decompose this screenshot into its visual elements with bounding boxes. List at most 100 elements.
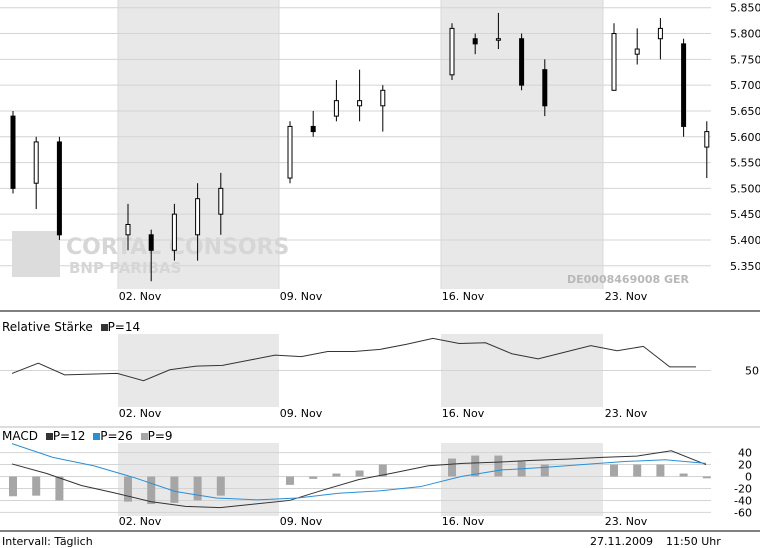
macd-histogram-bar [378,464,387,477]
rsi-tick-label: 50 [745,365,759,378]
week-band-0-0 [118,0,279,289]
price-x-tick-label: 16. Nov [442,290,485,303]
rsi-param: P=14 [107,320,141,334]
price-tick-label: 5.850 [730,2,760,15]
macd-histogram-bar [147,476,156,505]
candle-body [704,131,710,148]
watermark-line2: BNP PARIBAS [69,259,181,277]
candle-body [56,141,62,236]
rsi-x-tick-label: 16. Nov [442,407,485,420]
candle-body [148,234,154,251]
axis-layer: 5.850 5.800 5.750 5.700 5.650 5.600 5.550 5.500… [0,2,760,532]
candle-body [287,125,293,179]
macd-histogram-bar [286,476,294,485]
macd-line-p12 [11,450,707,509]
macd-histogram-bar [55,476,64,501]
candle-body [195,198,201,236]
macd-histogram-bar [494,455,503,477]
candle-body [519,38,525,86]
series-layer [9,12,711,509]
macd-param-3: P=9 [147,429,173,443]
candle-body [125,223,131,236]
candle-body [472,38,478,45]
macd-histogram-bar [355,470,364,477]
week-band-2-1 [441,443,603,516]
candle-body [171,213,177,251]
macd-histogram-bar [610,464,618,477]
macd-histogram-bar [309,476,318,479]
price-tick-label: 5.450 [730,208,760,221]
candle-body [449,27,455,76]
footer-date: 27.11.2009 [590,535,653,548]
footer-interval: Intervall: Täglich [2,535,93,548]
watermark-line1: CORTAL CONSORS [66,235,289,260]
price-tick-label: 5.500 [730,182,760,195]
macd-tick-label: -40 [734,494,752,507]
macd-x-tick-label: 02. Nov [119,515,162,528]
macd-tick-label: -60 [734,506,752,519]
macd-legend-swatch-3 [140,433,148,440]
candle-body [218,187,224,215]
price-tick-label: 5.800 [730,28,760,41]
price-tick-label: 5.750 [730,53,760,66]
macd-histogram-bar [193,476,202,501]
macd-param-2: P=26 [100,429,133,443]
macd-x-tick-label: 09. Nov [280,515,323,528]
macd-tick-label: -20 [734,482,752,495]
candle-body [657,27,663,40]
macd-histogram-bar [471,455,480,477]
price-x-tick-label: 09. Nov [280,290,323,303]
rsi-x-tick-label: 02. Nov [119,407,162,420]
price-tick-label: 5.400 [730,234,760,247]
rsi-x-tick-label: 23. Nov [605,407,648,420]
macd-legend-swatch-1 [45,433,53,440]
rsi-legend-swatch [100,324,108,331]
macd-histogram-bar [448,458,456,477]
candle-body [333,100,339,117]
rsi-label: Relative Stärke [2,320,93,334]
macd-histogram-bar [216,476,225,496]
macd-label: MACD [2,429,38,443]
price-x-tick-label: 02. Nov [119,290,162,303]
candle-body [10,115,16,189]
macd-histogram-bar [702,476,711,479]
macd-histogram-bar [679,473,688,477]
macd-histogram-bar [633,464,642,477]
macd-histogram-bar [332,473,341,477]
macd-histogram-bar [124,476,132,502]
macd-legend-swatch-2 [93,433,101,440]
rsi-line [11,337,696,382]
macd-line-p26 [11,443,707,501]
macd-param-1: P=12 [52,429,86,443]
candle-body [634,48,640,55]
candle-body [357,100,363,107]
macd-title: MACD P=12 P=26 P=9 [2,429,173,443]
candle-body [495,38,501,41]
price-x-tick-label: 23. Nov [605,290,648,303]
candle-body [611,33,617,91]
candle-body [542,69,548,107]
macd-histogram-bar [32,476,41,496]
macd-x-tick-label: 23. Nov [605,515,648,528]
rsi-title: Relative Stärke P=14 [2,320,140,334]
macd-histogram-bar [656,464,665,477]
macd-tick-label: 0 [745,471,752,484]
macd-tick-label: 40 [738,447,752,460]
candle-body [310,125,316,133]
price-tick-label: 5.350 [730,260,760,273]
price-tick-label: 5.650 [730,105,760,118]
footer-time: 11:50 Uhr [666,535,721,548]
watermark: CORTAL CONSORS BNP PARIBAS [12,231,289,277]
price-tick-label: 5.550 [730,157,760,170]
macd-histogram-bar [540,464,549,477]
watermark-logo-box [12,231,60,277]
isin-label: DE0008469008 GER [567,273,690,286]
rsi-x-tick-label: 09. Nov [280,407,323,420]
candle-body [380,89,386,107]
macd-tick-label: 20 [738,459,752,472]
grid-layer [0,0,711,513]
macd-x-tick-label: 16. Nov [442,515,485,528]
candle-body [33,141,39,184]
candle-body [681,43,687,127]
